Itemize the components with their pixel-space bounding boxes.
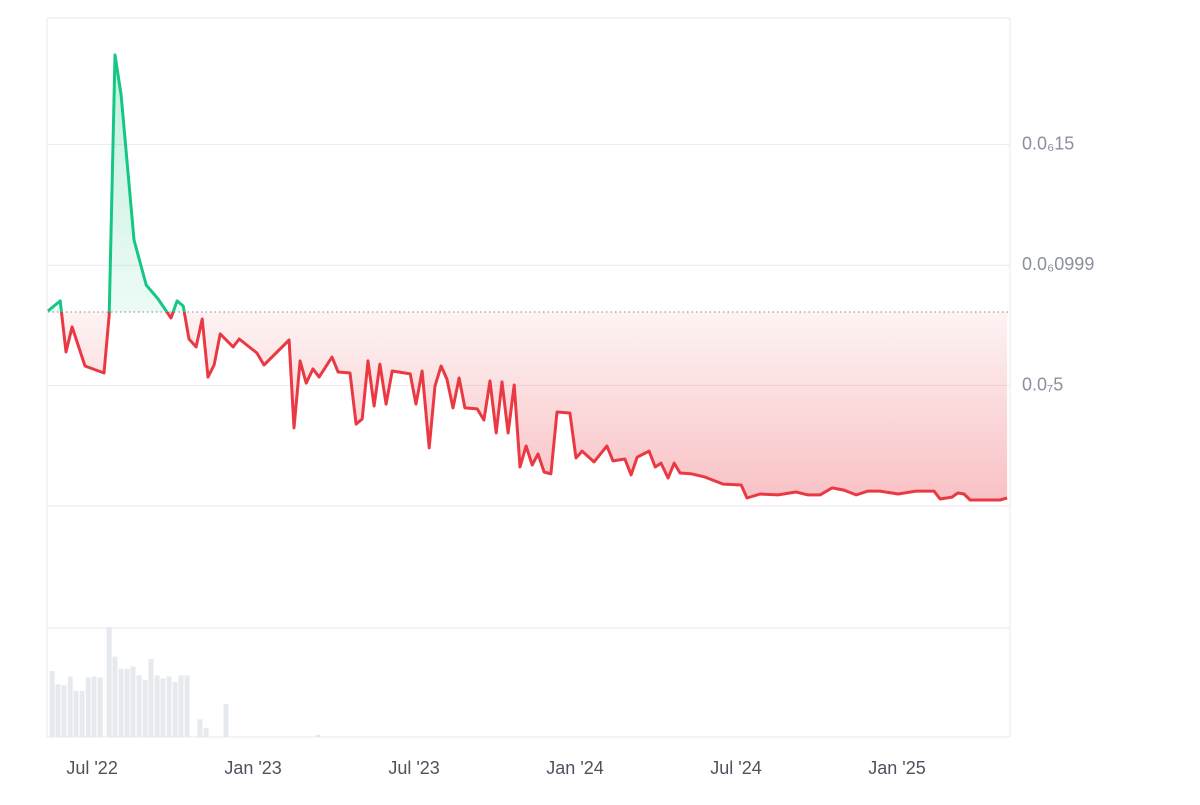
volume-bar	[148, 658, 154, 737]
volume-bar	[184, 675, 190, 737]
volume-bar	[154, 675, 160, 737]
volume-bar	[315, 734, 321, 737]
volume-bar	[160, 678, 166, 737]
volume-bar	[79, 690, 85, 737]
x-tick-label: Jul '22	[66, 758, 117, 778]
volume-bar	[91, 676, 97, 737]
volume-bar	[97, 677, 103, 737]
x-tick-label: Jul '24	[710, 758, 761, 778]
volume-bar	[178, 675, 184, 737]
volume-bar	[197, 719, 203, 737]
x-tick-label: Jan '23	[224, 758, 281, 778]
volume-bar	[124, 668, 130, 737]
price-line	[47, 53, 1008, 502]
volume-bar	[172, 682, 178, 737]
volume-bar	[223, 704, 229, 737]
x-tick-label: Jan '24	[546, 758, 603, 778]
volume-bar	[112, 656, 118, 737]
volume-bar	[130, 666, 136, 737]
volume-bar	[142, 679, 148, 737]
y-tick-label: 0.0₆15	[1022, 133, 1074, 153]
x-tick-label: Jul '23	[388, 758, 439, 778]
y-tick-label: 0.0₆0999	[1022, 254, 1094, 274]
volume-bar	[136, 675, 142, 737]
volume-bar	[85, 677, 91, 737]
volume-bar	[61, 685, 67, 737]
volume-bar	[106, 627, 112, 737]
x-tick-label: Jan '25	[868, 758, 925, 778]
volume-bar	[203, 728, 209, 737]
volume-bar	[49, 671, 55, 737]
volume-bar	[166, 676, 172, 737]
volume-bar	[55, 684, 61, 737]
volume-bar	[67, 676, 73, 737]
volume-bar	[118, 668, 124, 737]
area-fill	[48, 54, 1008, 501]
y-tick-label: 0.0₇5	[1022, 374, 1063, 394]
volume-bar	[73, 690, 79, 737]
